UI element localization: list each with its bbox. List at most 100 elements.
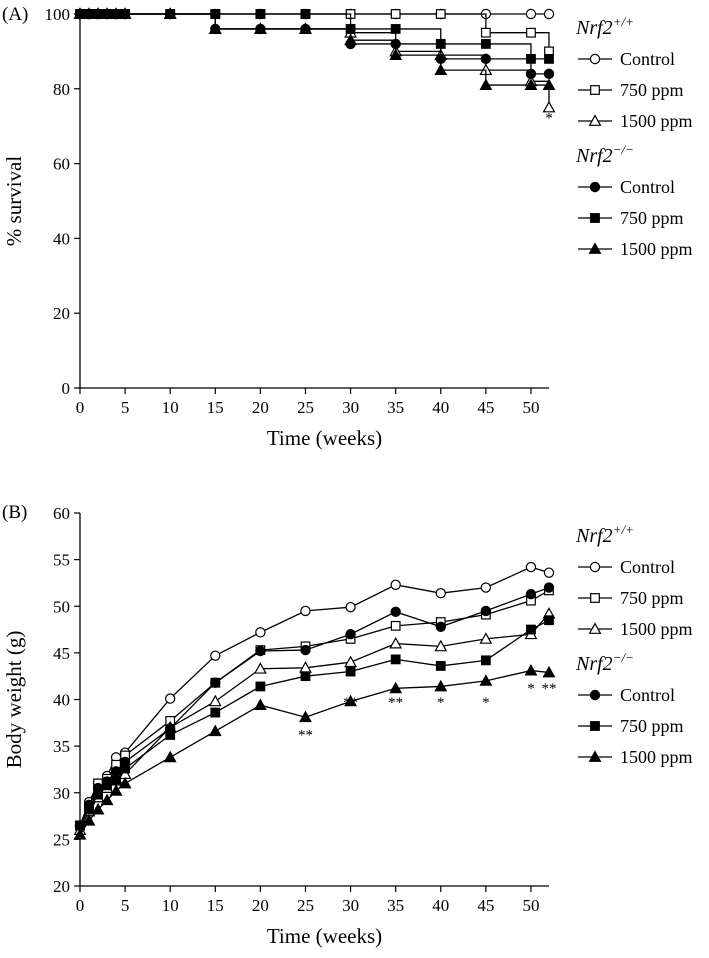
legend-label: 750 ppm <box>620 80 684 100</box>
data-point <box>480 27 491 38</box>
y-tick-label: 55 <box>53 551 70 570</box>
data-point <box>543 8 555 20</box>
data-point <box>389 681 403 694</box>
x-tick-label: 20 <box>252 398 269 417</box>
x-tick-label: 0 <box>76 896 85 915</box>
significance-mark: ** <box>388 695 403 711</box>
legend-label: Control <box>620 177 675 197</box>
legend-label: 1500 ppm <box>620 619 693 639</box>
data-point <box>524 78 538 90</box>
data-point <box>344 655 357 668</box>
x-tick-label: 5 <box>121 398 130 417</box>
x-tick-label: 0 <box>76 398 85 417</box>
data-point <box>389 48 403 61</box>
x-tick-label: 25 <box>297 896 314 915</box>
legend-marker <box>589 181 601 193</box>
legend-label: 1500 ppm <box>620 111 693 131</box>
significance-mark: * <box>545 110 553 126</box>
data-point <box>542 78 556 90</box>
data-point <box>525 8 537 20</box>
data-point <box>210 650 221 661</box>
data-point <box>479 632 493 644</box>
data-point <box>82 7 96 19</box>
legend-label: Control <box>620 557 675 577</box>
legend-group-title: Nrf2+/+ <box>575 14 634 39</box>
data-point <box>525 588 537 600</box>
legend-marker <box>590 85 600 95</box>
y-tick-label: 35 <box>53 737 70 756</box>
data-point <box>163 7 177 19</box>
legend-label: 750 ppm <box>620 716 684 736</box>
data-point <box>544 615 554 626</box>
data-point <box>480 39 491 49</box>
data-point <box>109 7 123 19</box>
legend-marker <box>588 114 602 126</box>
y-tick-label: 30 <box>53 784 70 803</box>
legend-marker <box>588 242 602 254</box>
data-point <box>300 9 311 19</box>
legend-label: Control <box>620 49 675 69</box>
data-point <box>165 730 176 740</box>
panel-label: (A) <box>2 4 28 25</box>
series-line <box>80 13 549 60</box>
chart-panel-b: 20 25 30 35 40 45 50 55 60 0 5 10 15 20 25 30 35 40 45 50 Ti… <box>2 502 693 948</box>
series-3 <box>73 607 556 835</box>
data-point <box>208 724 222 737</box>
y-tick-label: 20 <box>53 304 70 323</box>
legend-label: 750 ppm <box>620 588 684 608</box>
y-tick-label: 100 <box>45 5 71 24</box>
x-tick-label: 10 <box>162 398 179 417</box>
data-point <box>111 775 121 786</box>
data-point <box>480 582 492 593</box>
data-point <box>542 100 556 113</box>
x-tick-label: 5 <box>121 896 130 915</box>
data-point <box>344 694 357 707</box>
x-tick-label: 35 <box>387 398 404 417</box>
data-point <box>253 22 267 34</box>
x-tick-label: 50 <box>522 398 539 417</box>
data-point <box>255 645 266 657</box>
data-point <box>300 605 311 617</box>
x-axis-title: Time (weeks) <box>267 426 382 450</box>
data-point <box>525 68 537 80</box>
data-point <box>435 9 446 19</box>
data-point <box>390 654 401 665</box>
data-point <box>526 27 536 38</box>
legend-marker <box>589 53 601 65</box>
data-point <box>542 665 556 678</box>
data-point <box>435 661 446 671</box>
data-point <box>208 694 222 707</box>
data-point <box>435 587 446 599</box>
x-tick-label: 20 <box>252 896 269 915</box>
legend-group-title: Nrf2+/+ <box>575 522 634 547</box>
data-point <box>120 763 130 774</box>
legend-marker <box>589 561 601 573</box>
data-point <box>73 828 87 840</box>
significance-mark: ** <box>343 695 358 711</box>
panel-label: (B) <box>2 502 27 523</box>
data-point <box>345 666 356 677</box>
data-point <box>526 624 536 635</box>
chart-panel-a: 0 20 40 60 80 100 0 5 10 15 20 25 30 35 40 45 50 Time (we… <box>2 4 693 450</box>
data-point <box>435 621 446 632</box>
data-point <box>479 78 493 90</box>
data-point <box>255 627 266 638</box>
data-point <box>543 582 555 593</box>
series-line <box>80 13 550 108</box>
data-point <box>390 620 401 631</box>
legend-label: 1500 ppm <box>620 239 693 259</box>
data-point <box>389 636 403 649</box>
series-line <box>79 669 550 836</box>
data-point <box>299 710 312 723</box>
data-point <box>100 7 114 19</box>
y-tick-label: 60 <box>53 504 70 523</box>
legend-label: 1500 ppm <box>620 747 693 767</box>
data-point <box>91 802 105 815</box>
legend-label: Control <box>620 685 675 705</box>
x-tick-label: 45 <box>477 896 494 915</box>
legend-marker <box>588 622 602 634</box>
data-point <box>73 7 87 19</box>
y-tick-label: 0 <box>62 379 71 398</box>
significance-mark: ** <box>542 681 557 697</box>
